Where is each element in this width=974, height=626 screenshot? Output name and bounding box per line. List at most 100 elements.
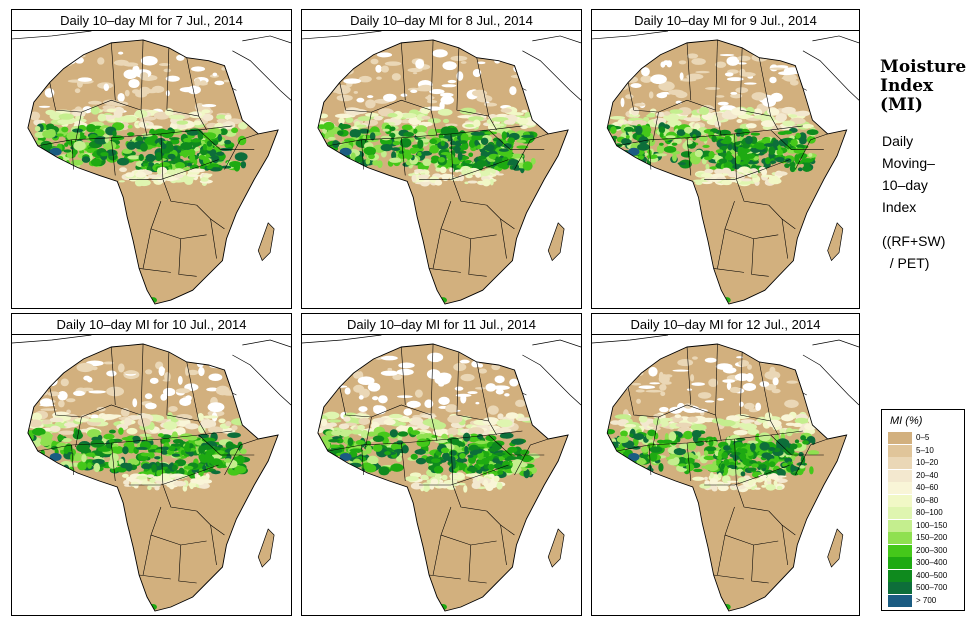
wet-patch [30,457,39,463]
dry-patch [145,89,158,94]
country-border [686,346,692,406]
sahel-patch [794,417,809,424]
wet-patch [523,468,530,479]
wet-patch [141,165,146,170]
dry-patch [88,100,102,105]
sahel-patch [663,111,671,116]
sahel-patch [699,106,710,116]
transition-patch [420,170,425,173]
dry-patch [344,387,351,395]
dry-patch [625,94,634,99]
dry-patch [691,58,706,65]
country-border [724,506,779,546]
sahel-patch [388,413,404,419]
country-border [210,524,217,566]
wet-core-patch [746,451,754,456]
dry-patch [398,362,415,369]
wet-core-patch [740,471,746,477]
country-border [140,414,148,442]
dry-patch [185,395,192,402]
wet-patch [391,147,401,152]
legend-swatch [888,519,912,532]
country-border [81,99,142,113]
country-border [652,112,659,142]
dry-patch [454,386,464,391]
transition-patch [465,473,478,478]
madagascar [547,528,565,568]
dry-patch [403,408,413,416]
dry-patch [490,53,506,57]
dry-patch [460,61,467,64]
wet-core-patch [492,463,503,469]
wet-patch [803,162,811,168]
country-border [430,343,434,416]
sahel-patch [383,419,396,426]
wet-core-patch [739,452,747,461]
dry-patch [103,361,114,365]
wet-core-patch [751,463,759,468]
dry-patch [620,355,628,360]
dry-patch [200,80,207,85]
wet-patch [470,131,485,136]
wet-core-patch [784,448,795,456]
dry-patch [198,367,205,377]
wet-patch [356,124,367,128]
wet-core-patch [206,165,213,170]
wet-patch [607,464,613,474]
wet-patch [327,136,336,141]
wet-core-patch [745,135,753,145]
legend-swatch [888,494,912,507]
dry-patch [722,379,736,383]
wet-core-patch [715,149,724,154]
country-border [37,430,233,452]
wet-patch [237,135,247,146]
wet-patch [56,133,64,137]
wet-core-patch [505,161,517,166]
wet-core-patch [507,137,515,144]
sahel-patch [45,109,56,116]
sahel-patch [338,117,345,125]
wet-patch [349,162,357,167]
wet-patch [417,139,424,149]
sahel-patch [649,108,657,114]
dry-patch [739,401,744,407]
dry-patch [140,56,158,66]
dry-patch [717,101,729,106]
country-border [795,133,828,170]
sahel-patch [745,123,757,129]
wet-patch [637,155,644,160]
dry-patch [624,365,641,374]
transition-patch [195,479,205,486]
wet-patch [701,465,706,469]
dry-patch [679,72,684,81]
wet-patch [410,430,421,436]
sahel-patch [617,119,625,124]
sahel-patch [421,106,431,114]
sahel-patch [323,411,340,420]
wet-patch [106,149,117,157]
wet-core-patch [745,153,756,159]
wet-patch [102,140,117,151]
wet-patch [684,139,693,145]
dry-patch [392,374,403,381]
country-border [371,404,432,418]
wet-core-patch [185,441,190,450]
dry-patch [658,81,675,91]
wet-core-patch [731,451,742,456]
dry-patch [631,382,642,386]
wet-patch [644,152,649,156]
sahel-patch [421,115,431,120]
country-border [400,346,406,406]
wet-patch [607,429,616,435]
sahel-patch [357,424,365,431]
wet-patch [393,448,408,454]
wet-patch [370,438,375,443]
wet-patch [694,149,703,158]
sahel-patch [238,122,248,130]
wet-patch [703,455,715,461]
wet-patch [227,143,233,148]
wet-patch [73,140,86,151]
dry-patch [476,61,486,65]
dry-patch [77,77,93,82]
wet-patch [782,130,793,135]
